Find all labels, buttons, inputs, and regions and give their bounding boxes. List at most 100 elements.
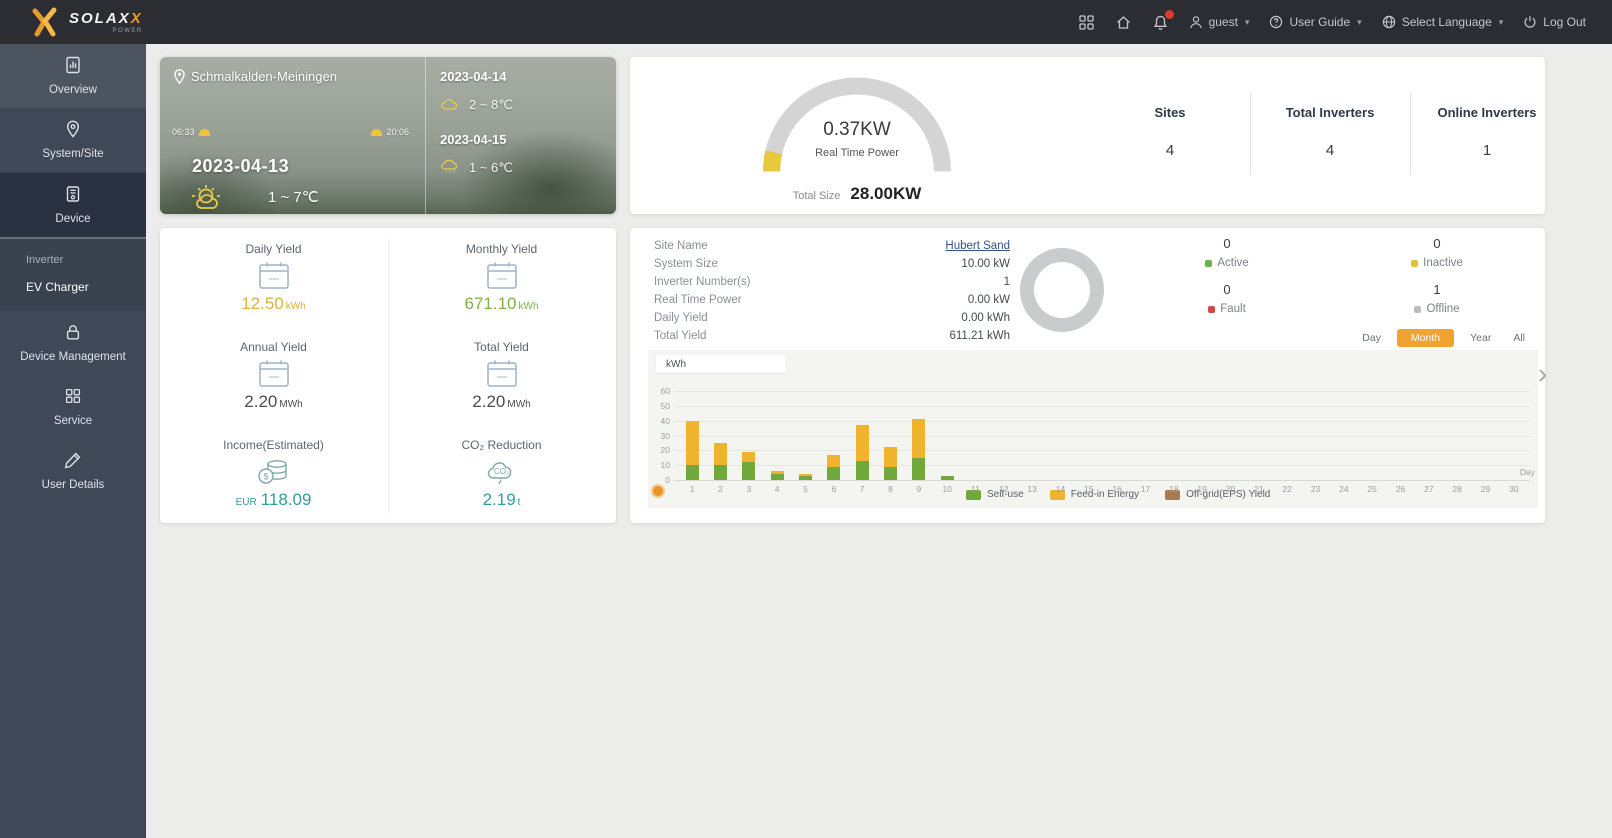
- bar-day-24[interactable]: [1337, 350, 1350, 480]
- range-button-year[interactable]: Year: [1464, 329, 1497, 347]
- yield-unit: t: [517, 497, 521, 508]
- status-label: Fault: [1220, 303, 1246, 315]
- carousel-next-arrow[interactable]: ›: [1538, 358, 1548, 389]
- bar-day-16[interactable]: [1111, 350, 1124, 480]
- status-active: 0 Active: [1152, 236, 1302, 269]
- total-size-value: 28.00KW: [850, 184, 922, 203]
- sidebar-item-overview[interactable]: Overview: [0, 44, 146, 108]
- submenu-item-ev-charger[interactable]: EV Charger: [26, 280, 89, 294]
- chevron-down-icon: ▾: [1498, 16, 1504, 27]
- float-helper-button[interactable]: [651, 484, 665, 498]
- x-tick-label: 11: [971, 484, 980, 494]
- yield-value: 2.20: [472, 392, 506, 411]
- yield-cell-monthly-yield: Monthly Yield 671.10 kWh: [388, 230, 615, 327]
- bar-segment-feed-in-energy: [912, 419, 926, 458]
- bar-day-5[interactable]: [799, 350, 812, 480]
- info-value: 1: [1003, 276, 1010, 288]
- range-button-all[interactable]: All: [1507, 329, 1531, 347]
- sidebar-item-device[interactable]: Device: [0, 172, 146, 237]
- range-button-day[interactable]: Day: [1356, 329, 1387, 347]
- x-tick-label: 8: [888, 484, 893, 494]
- forecast-date: 2023-04-14: [440, 69, 507, 84]
- x-tick-label: 14: [1055, 484, 1066, 494]
- bar-day-3[interactable]: [742, 350, 756, 480]
- bar-day-14[interactable]: [1054, 350, 1067, 480]
- bar-day-12[interactable]: [997, 350, 1010, 480]
- brand-logo[interactable]: SOLAXX POWER: [30, 7, 143, 37]
- legend-item-self-use[interactable]: Self-use: [966, 489, 1024, 500]
- bar-segment-self-use: [770, 474, 784, 480]
- real-time-power-value: 0.37KW: [823, 119, 891, 140]
- bar-day-25[interactable]: [1366, 350, 1379, 480]
- language-menu[interactable]: Select Language ▾: [1382, 15, 1504, 29]
- bell-icon[interactable]: [1152, 9, 1174, 31]
- yield-label: Total Yield: [474, 340, 529, 354]
- bar-day-28[interactable]: [1451, 350, 1464, 480]
- x-tick-label: 29: [1480, 484, 1491, 494]
- home-icon[interactable]: [1115, 14, 1132, 31]
- logout-button[interactable]: Log Out: [1523, 15, 1586, 29]
- bar-day-27[interactable]: [1422, 350, 1435, 480]
- status-fault: 0 Fault: [1152, 282, 1302, 315]
- bar-day-2[interactable]: [714, 350, 727, 480]
- stat-label: Sites: [1154, 105, 1186, 120]
- bar-day-17[interactable]: [1139, 350, 1152, 480]
- range-button-month[interactable]: Month: [1396, 329, 1455, 347]
- sidebar-item-user-details[interactable]: User Details: [0, 439, 146, 503]
- status-value: 0: [1433, 236, 1441, 251]
- user-guide-menu[interactable]: User Guide ▾: [1269, 15, 1362, 29]
- unit-select[interactable]: kWh: [656, 355, 786, 373]
- bar-day-10[interactable]: [940, 350, 954, 480]
- yield-unit: MWh: [507, 399, 531, 410]
- bar-segment-feed-in-energy: [884, 447, 897, 467]
- sidebar-item-system-site[interactable]: System/Site: [0, 108, 146, 172]
- info-label: Daily Yield: [654, 312, 708, 324]
- bar-day-9[interactable]: [912, 350, 926, 480]
- info-label: System Size: [654, 258, 718, 270]
- user-menu[interactable]: guest ▾: [1189, 15, 1249, 29]
- logout-label: Log Out: [1543, 15, 1586, 29]
- submenu-item-inverter[interactable]: Inverter: [26, 254, 64, 266]
- x-tick-label: 5: [803, 484, 808, 494]
- sidebar-item-device-management[interactable]: Device Management: [0, 311, 146, 375]
- sidebar-item-service[interactable]: Service: [0, 375, 146, 439]
- x-tick-label: 23: [1310, 484, 1321, 494]
- bar-day-6[interactable]: [827, 350, 841, 480]
- bar-day-23[interactable]: [1309, 350, 1322, 480]
- bar-segment-self-use: [827, 466, 841, 480]
- info-value-link[interactable]: Hubert Sand: [945, 240, 1010, 252]
- legend-item-off-grid-eps-yield[interactable]: Off-grid(EPS) Yield: [1165, 489, 1270, 500]
- legend-swatch: [966, 489, 981, 500]
- weather-location: Schmalkalden-Meiningen: [174, 69, 337, 84]
- bar-day-15[interactable]: [1082, 350, 1095, 480]
- language-label: Select Language: [1401, 15, 1492, 29]
- service-icon: [63, 386, 83, 406]
- bar-day-22[interactable]: [1281, 350, 1294, 480]
- chevron-down-icon: ▾: [1357, 16, 1362, 27]
- info-row-real-time-power: Real Time Power 0.00 kW: [654, 291, 1010, 309]
- bar-day-11[interactable]: [969, 350, 982, 480]
- yield-label: Daily Yield: [245, 242, 302, 256]
- weather-forecast-panel: 2023-04-14 2 ~ 8℃ 2023-04-15 1 ~ 6℃: [425, 57, 616, 214]
- info-value: 611.21 kWh: [949, 330, 1010, 342]
- bar-day-30[interactable]: [1507, 350, 1520, 480]
- total-size-label: Total Size: [792, 190, 841, 202]
- bar-day-20[interactable]: [1224, 350, 1237, 480]
- bar-day-18[interactable]: [1167, 350, 1180, 480]
- bar-day-7[interactable]: [855, 350, 869, 480]
- bar-day-26[interactable]: [1394, 350, 1407, 480]
- x-tick-label: 27: [1424, 484, 1434, 494]
- bar-day-4[interactable]: [770, 350, 784, 480]
- bar-day-21[interactable]: [1252, 350, 1265, 480]
- bar-day-13[interactable]: [1026, 350, 1039, 480]
- bar-segment-self-use: [855, 460, 869, 480]
- bar-day-29[interactable]: [1479, 350, 1492, 480]
- yield-cell-income-estimated-: Income(Estimated) $ EUR 118.09: [160, 426, 387, 523]
- bar-day-8[interactable]: [884, 350, 897, 480]
- bar-day-1[interactable]: [685, 350, 699, 480]
- info-label: Inverter Number(s): [654, 276, 751, 288]
- bar-day-19[interactable]: [1196, 350, 1209, 480]
- legend-item-feed-in-energy[interactable]: Feed-in Energy: [1049, 489, 1139, 500]
- grid-icon[interactable]: [1078, 14, 1095, 31]
